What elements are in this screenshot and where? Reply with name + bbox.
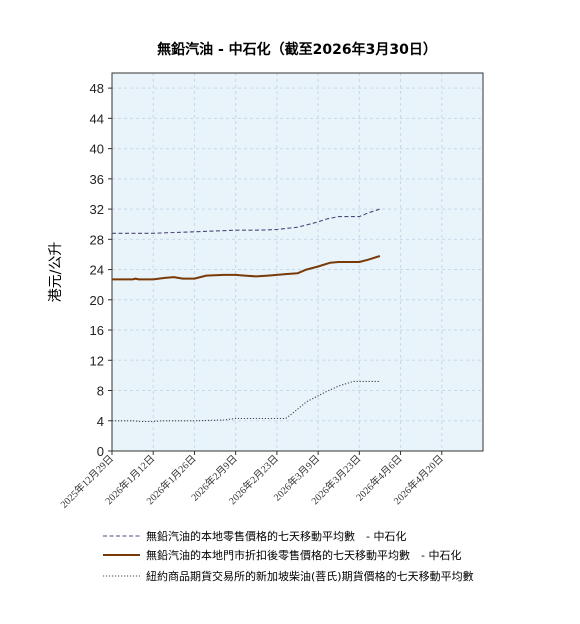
legend-label-1: 無鉛汽油的本地零售價格的七天移動平均數 - 中石化 — [146, 529, 406, 543]
series-lines — [112, 208, 381, 423]
y-tick-label: 40 — [90, 142, 104, 157]
y-tick-label: 12 — [90, 353, 104, 368]
y-tick-label: 44 — [90, 111, 104, 126]
series-line-2 — [112, 255, 381, 281]
legend: 無鉛汽油的本地零售價格的七天移動平均數 - 中石化無鉛汽油的本地門市折扣後零售價… — [103, 529, 474, 583]
chart-title: 無鉛汽油 - 中石化（截至2026年3月30日） — [157, 41, 437, 58]
y-tick-label: 36 — [90, 172, 104, 187]
y-tick-label: 20 — [90, 293, 104, 308]
plot-frame — [111, 72, 484, 452]
y-tick-label: 32 — [90, 202, 104, 217]
y-tick-label: 16 — [90, 323, 104, 338]
y-tick-label: 4 — [97, 414, 104, 429]
series-line-1 — [112, 208, 381, 234]
grid-lines — [112, 73, 483, 451]
y-tick-label: 0 — [97, 444, 104, 459]
plot-area — [112, 73, 483, 451]
y-axis-label: 港元/公升 — [48, 242, 64, 303]
legend-label-2: 無鉛汽油的本地門市折扣後零售價格的七天移動平均數 - 中石化 — [146, 548, 461, 562]
y-tick-label: 28 — [90, 232, 104, 247]
y-tick-label: 24 — [90, 263, 104, 278]
legend-label-3: 紐約商品期貨交易所的新加坡柴油(菩氏)期貨價格的七天移動平均數 — [146, 569, 474, 583]
y-tick-label: 8 — [97, 384, 104, 399]
series-line-3 — [112, 380, 380, 423]
y-tick-label: 48 — [90, 81, 104, 96]
